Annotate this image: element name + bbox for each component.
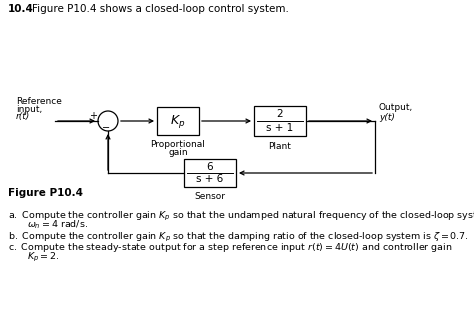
Text: Reference: Reference bbox=[16, 97, 62, 106]
Text: input,: input, bbox=[16, 105, 42, 114]
Text: Proportional: Proportional bbox=[151, 140, 205, 149]
Text: s + 6: s + 6 bbox=[196, 174, 224, 184]
Text: 10.4: 10.4 bbox=[8, 4, 34, 14]
Text: −: − bbox=[102, 123, 110, 133]
Text: y(t): y(t) bbox=[379, 112, 395, 122]
Text: gain: gain bbox=[168, 148, 188, 157]
Text: +: + bbox=[89, 111, 97, 121]
Text: b. Compute the controller gain $K_p$ so that the damping ratio of the closed-loo: b. Compute the controller gain $K_p$ so … bbox=[8, 230, 468, 244]
Text: $\omega_n = 4$ rad/s.: $\omega_n = 4$ rad/s. bbox=[8, 219, 88, 231]
Bar bbox=[254, 106, 306, 136]
Text: Figure P10.4: Figure P10.4 bbox=[8, 188, 83, 198]
Text: c. Compute the steady-state output for a step reference input $r(t) = 4U(t)$ and: c. Compute the steady-state output for a… bbox=[8, 241, 453, 255]
Text: Sensor: Sensor bbox=[194, 192, 226, 201]
Text: 6: 6 bbox=[207, 162, 213, 172]
Bar bbox=[157, 107, 199, 135]
Text: $K_p = 2$.: $K_p = 2$. bbox=[8, 250, 59, 264]
Text: $K_p$: $K_p$ bbox=[170, 112, 186, 129]
Text: s + 1: s + 1 bbox=[266, 123, 293, 133]
Text: 2: 2 bbox=[277, 109, 283, 119]
Bar bbox=[184, 159, 236, 187]
Text: a. Compute the controller gain $K_p$ so that the undamped natural frequency of t: a. Compute the controller gain $K_p$ so … bbox=[8, 209, 474, 222]
Text: Figure P10.4 shows a closed-loop control system.: Figure P10.4 shows a closed-loop control… bbox=[32, 4, 289, 14]
Text: Plant: Plant bbox=[269, 142, 292, 151]
Text: Output,: Output, bbox=[379, 103, 413, 112]
Text: r(t): r(t) bbox=[16, 112, 30, 122]
